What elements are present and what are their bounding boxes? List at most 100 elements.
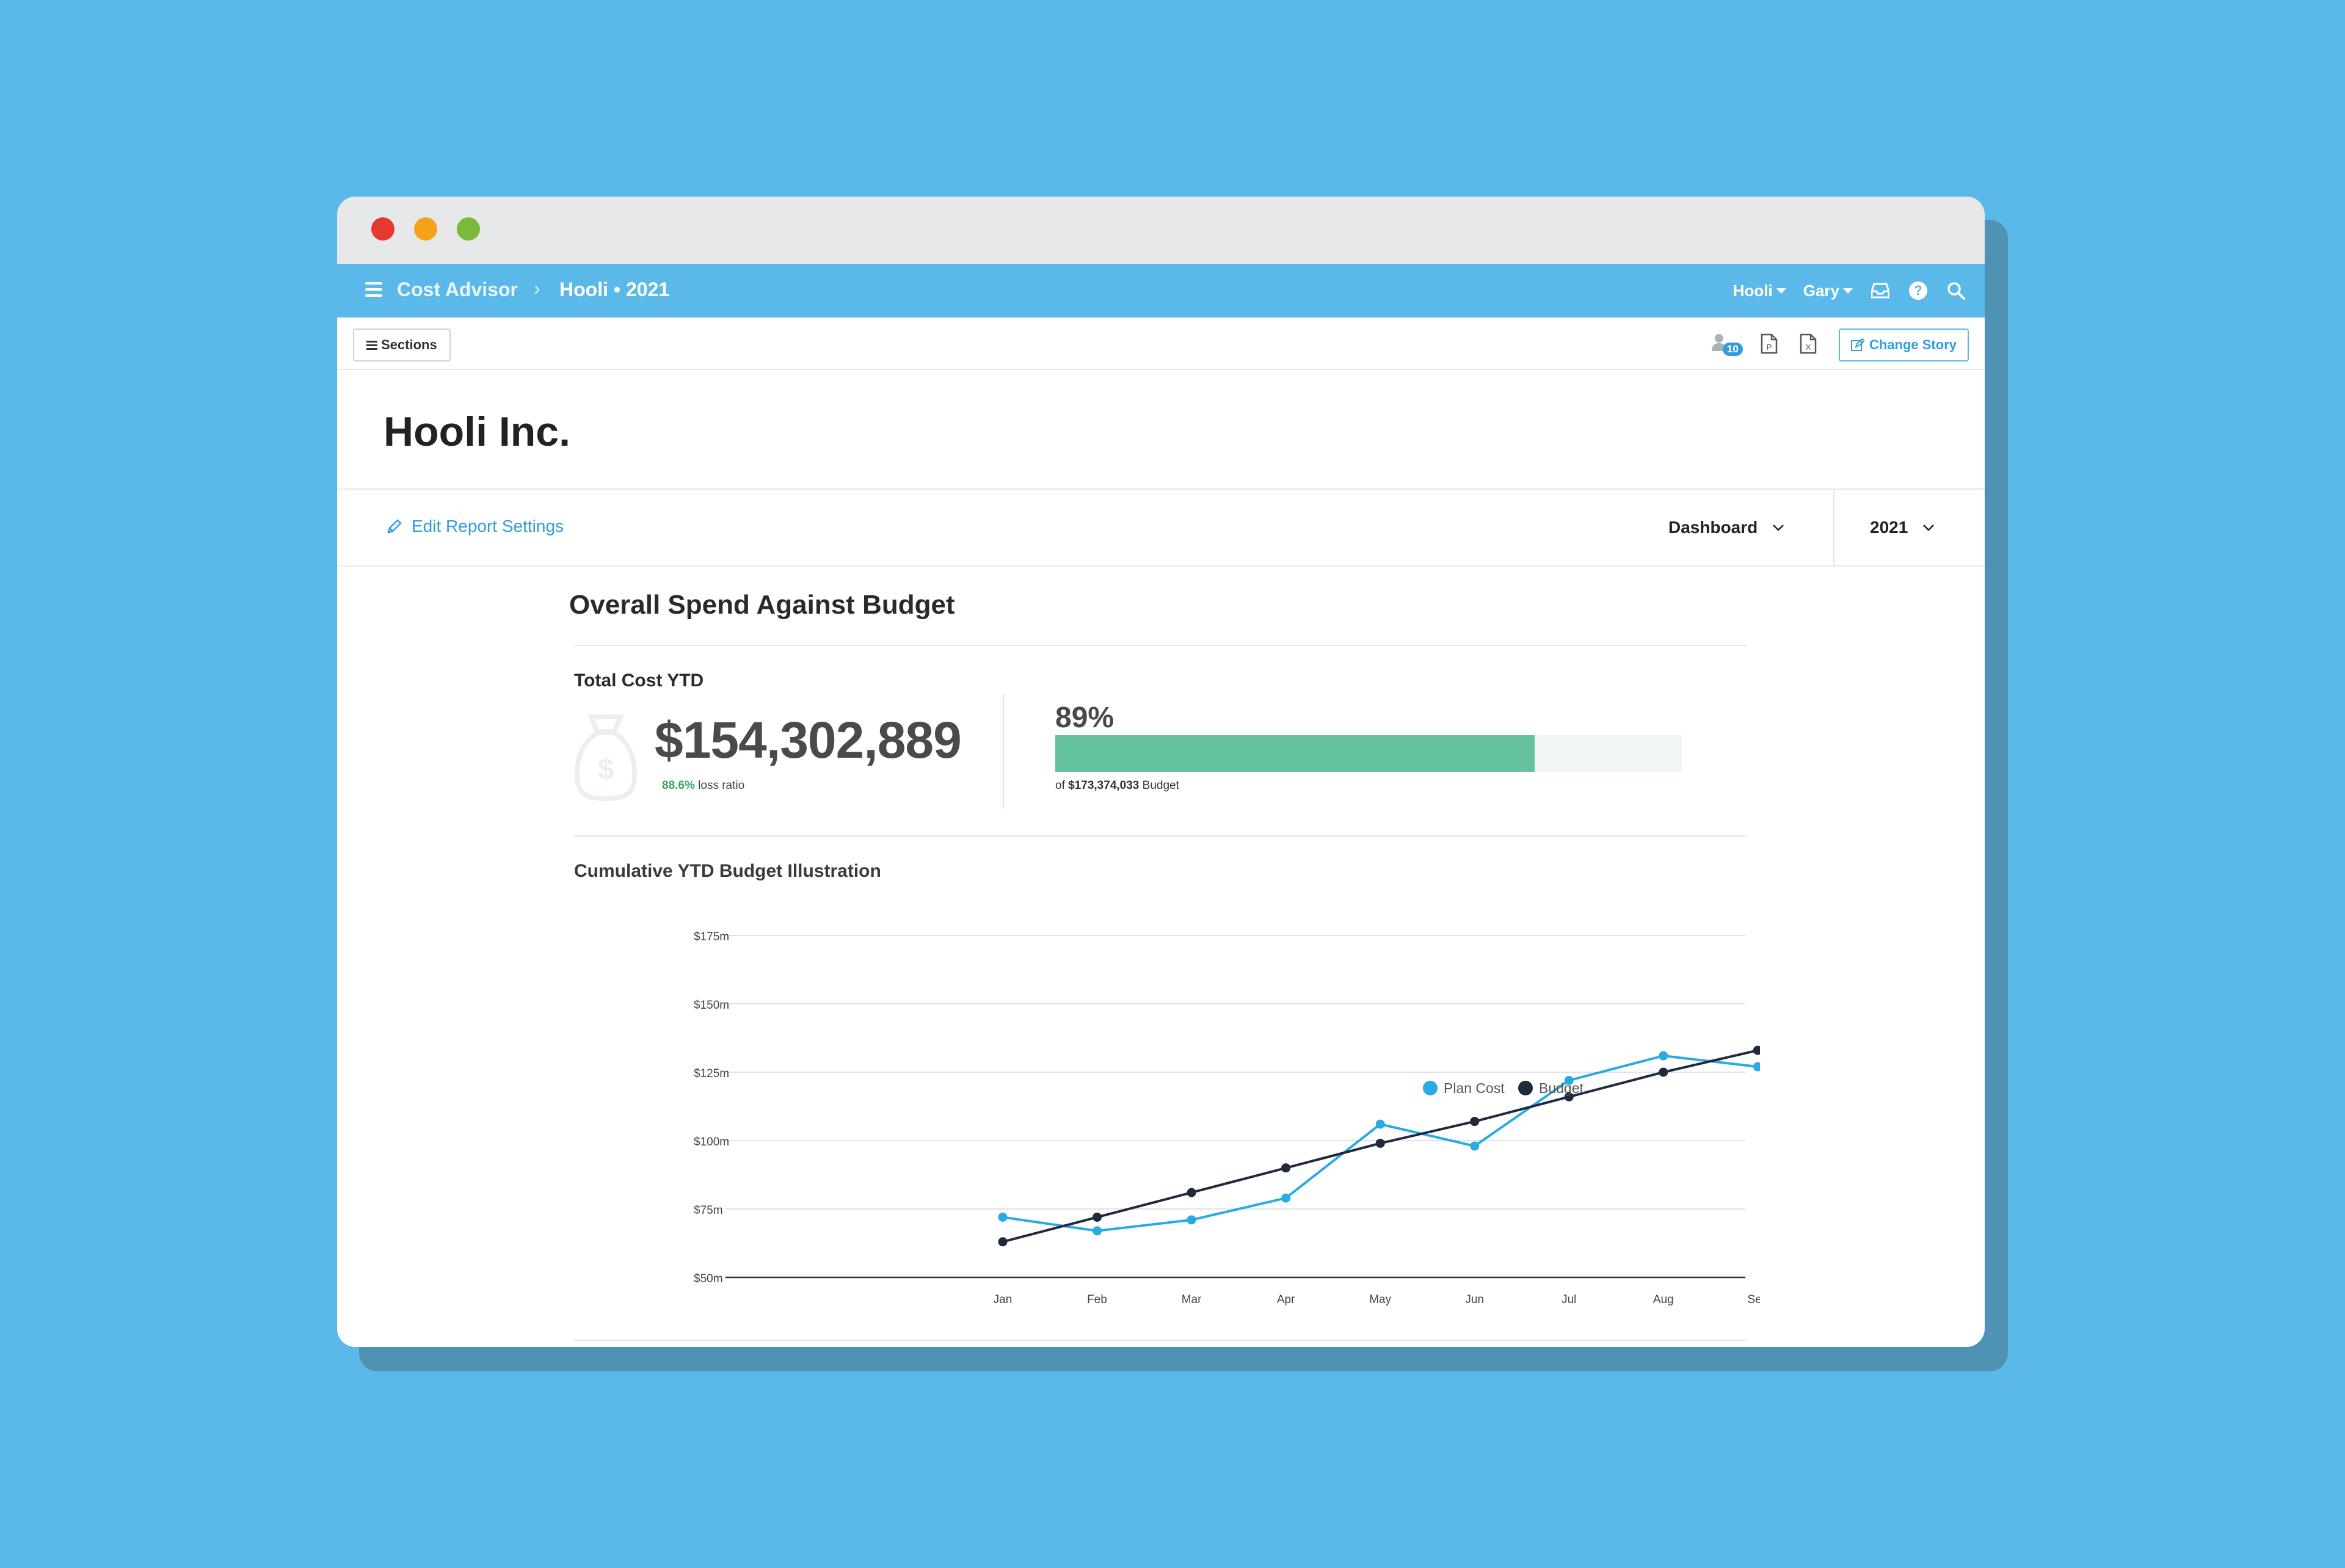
org-menu-label: Hooli [1732, 281, 1773, 300]
series-line [1002, 1054, 1760, 1232]
y-tick-label: $50m [694, 1272, 723, 1285]
edit-report-settings-link[interactable]: Edit Report Settings [386, 517, 564, 536]
app-navbar: Cost Advisor › Hooli • 2021 Hooli Gary ? [337, 264, 1985, 318]
total-cost-value: $154,302,889 [655, 711, 962, 769]
y-tick-label: $75m [694, 1204, 723, 1217]
budget-note-suffix: Budget [1142, 779, 1179, 792]
data-point [1659, 1067, 1668, 1077]
caret-down-icon [1843, 288, 1853, 294]
budget-note: of $173,374,033 Budget [1055, 779, 1179, 793]
metric-divider [1003, 694, 1004, 809]
user-menu[interactable]: Gary [1803, 281, 1853, 300]
data-point [1470, 1117, 1480, 1127]
y-tick-label: $100m [694, 1136, 729, 1149]
x-tick-label: Sep [1747, 1293, 1760, 1306]
loss-ratio-pct: 88.6% [662, 779, 695, 792]
list-icon [366, 341, 377, 350]
select-divider [1833, 490, 1834, 565]
close-window-button[interactable] [371, 217, 394, 241]
x-tick-label: Feb [1087, 1293, 1107, 1306]
toolbar-actions: 10 P X Change Story [1711, 328, 1969, 361]
user-menu-label: Gary [1803, 281, 1839, 300]
export-excel-icon[interactable]: X [1800, 333, 1817, 357]
x-tick-label: Jan [994, 1293, 1013, 1306]
section-divider [574, 645, 1747, 646]
menu-icon[interactable] [365, 282, 382, 297]
zoom-window-button[interactable] [457, 217, 480, 241]
view-select-value: Dashboard [1668, 518, 1758, 537]
report-toolbar: Sections 10 P X Change Story [337, 318, 1985, 370]
data-point [1564, 1075, 1574, 1085]
browser-window: Cost Advisor › Hooli • 2021 Hooli Gary ? [337, 197, 1985, 1347]
data-point [1753, 1062, 1760, 1072]
view-select[interactable]: Dashboard [1668, 490, 1784, 565]
money-bag-icon: $ [573, 711, 639, 805]
x-tick-label: Aug [1653, 1293, 1674, 1306]
svg-text:?: ? [1914, 283, 1922, 298]
data-point [1281, 1193, 1291, 1203]
y-tick-label: $150m [694, 999, 729, 1012]
y-tick-label: $125m [694, 1067, 729, 1080]
edit-icon [1850, 338, 1864, 351]
legend-label: Budget [1539, 1080, 1584, 1096]
help-icon[interactable]: ? [1908, 280, 1929, 301]
data-point [1470, 1141, 1480, 1151]
legend-swatch [1518, 1081, 1533, 1095]
data-point [1187, 1188, 1196, 1197]
svg-text:P: P [1767, 343, 1772, 352]
legend-swatch [1423, 1081, 1438, 1095]
app-title[interactable]: Cost Advisor [397, 278, 518, 300]
data-point [1281, 1163, 1291, 1173]
inbox-icon[interactable] [1870, 280, 1891, 301]
budget-note-prefix: of [1055, 779, 1065, 792]
svg-text:X: X [1806, 343, 1811, 352]
data-point [998, 1212, 1008, 1222]
budget-progress-fill [1055, 735, 1535, 772]
page-title: Hooli Inc. [384, 408, 570, 455]
data-point [1093, 1212, 1102, 1222]
x-tick-label: Jul [1562, 1293, 1576, 1306]
change-story-label: Change Story [1869, 337, 1957, 352]
y-tick-label: $175m [694, 931, 729, 943]
legend-label: Plan Cost [1444, 1080, 1505, 1096]
series-line [1002, 1048, 1760, 1243]
data-point [1564, 1092, 1574, 1102]
users-button[interactable]: 10 [1711, 333, 1743, 357]
minimize-window-button[interactable] [414, 217, 437, 241]
data-point [1187, 1215, 1196, 1225]
loss-ratio: 88.6% loss ratio [662, 779, 744, 793]
data-point [1375, 1138, 1385, 1148]
report-settings-row: Edit Report Settings Dashboard 2021 [337, 490, 1985, 567]
budget-progress-bar [1055, 735, 1682, 772]
data-point [1753, 1045, 1760, 1055]
users-count-badge: 10 [1722, 343, 1743, 356]
caret-down-icon [1776, 288, 1786, 294]
chevron-down-icon [1773, 524, 1784, 531]
change-story-button[interactable]: Change Story [1838, 328, 1969, 361]
x-tick-label: Apr [1277, 1293, 1295, 1306]
chart-title: Cumulative YTD Budget Illustration [574, 861, 881, 881]
metrics-divider [574, 835, 1747, 837]
export-pdf-icon[interactable]: P [1761, 333, 1778, 357]
sections-label: Sections [381, 337, 437, 352]
chevron-down-icon [1923, 524, 1935, 531]
org-menu[interactable]: Hooli [1733, 281, 1786, 300]
year-select-value: 2021 [1870, 518, 1908, 537]
data-point [998, 1237, 1008, 1247]
year-select[interactable]: 2021 [1870, 490, 1935, 565]
pencil-icon [387, 519, 402, 534]
line-chart: $50m $75m $100m $125m $150m $175m Jan Feb Mar Apr… [694, 931, 1760, 1306]
sections-button[interactable]: Sections [353, 328, 451, 361]
metric-label: Total Cost YTD [574, 670, 704, 691]
x-tick-label: Jun [1465, 1293, 1484, 1306]
section-title: Overall Spend Against Budget [569, 590, 955, 620]
page-header: Hooli Inc. [337, 370, 1985, 490]
loss-ratio-label: loss ratio [698, 779, 745, 792]
breadcrumb[interactable]: Hooli • 2021 [559, 278, 670, 300]
chart-bottom-divider [574, 1340, 1747, 1341]
data-point [1659, 1051, 1668, 1061]
breadcrumb-separator: › [534, 277, 540, 299]
x-tick-label: May [1369, 1293, 1391, 1306]
search-icon[interactable] [1946, 280, 1966, 301]
x-tick-label: Mar [1182, 1293, 1202, 1306]
